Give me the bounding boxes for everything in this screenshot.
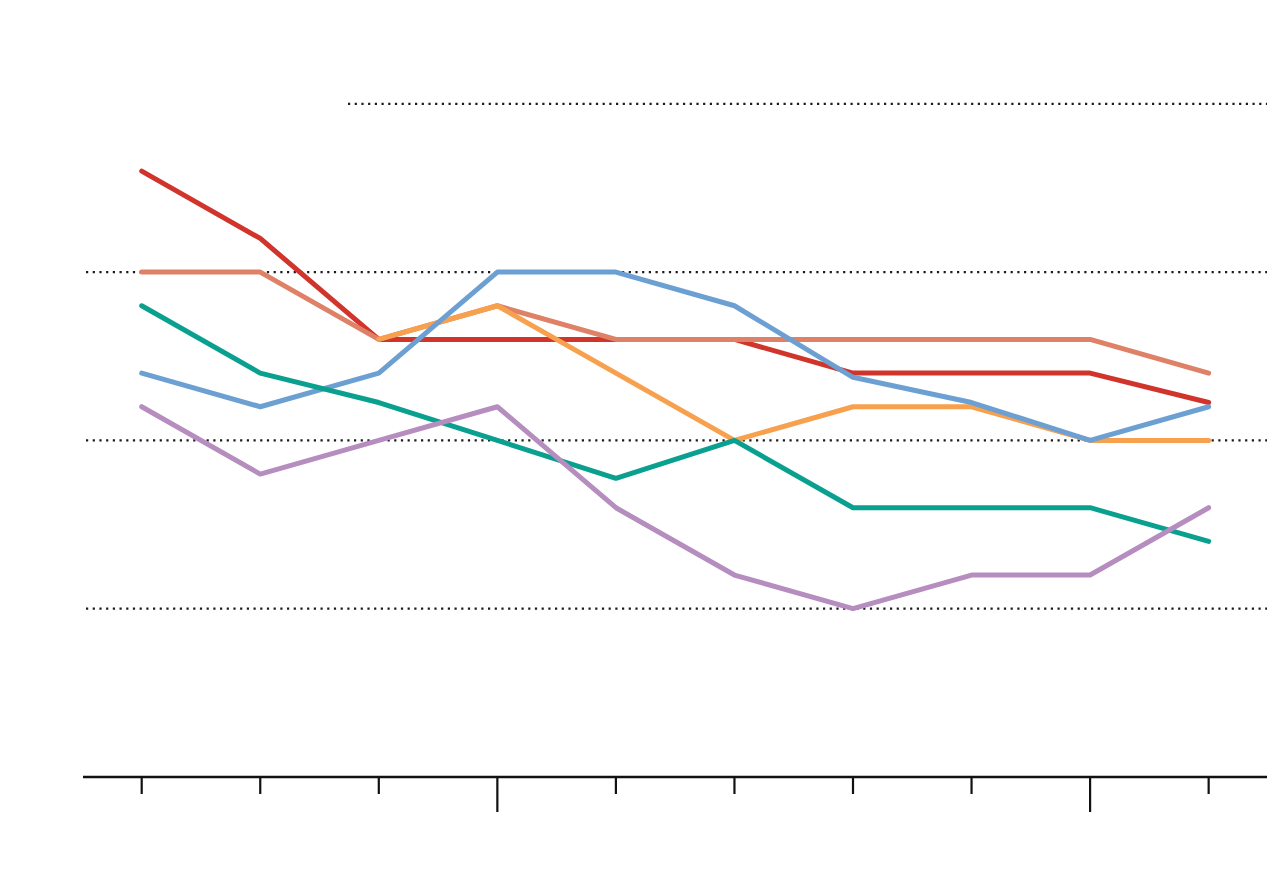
chart-canvas	[0, 0, 1280, 878]
line-chart	[0, 0, 1280, 878]
